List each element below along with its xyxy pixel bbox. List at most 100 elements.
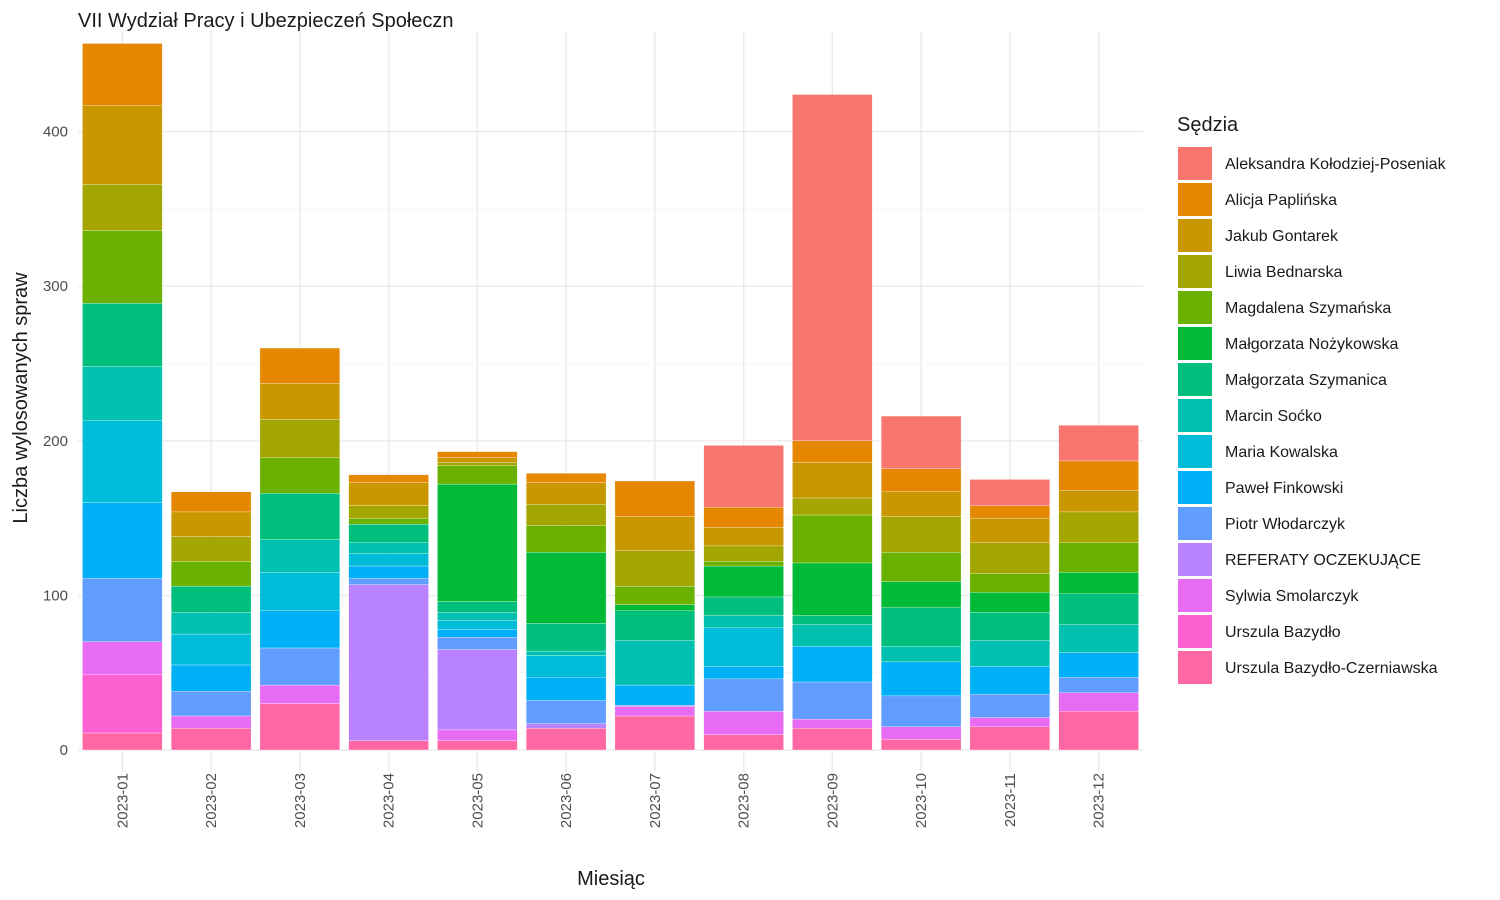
- bar-segment: [348, 578, 429, 585]
- bar-segment: [348, 542, 429, 554]
- bar-segment: [792, 681, 873, 720]
- legend-key: [1178, 651, 1212, 684]
- bar-segment: [792, 514, 873, 564]
- bar-segment: [703, 445, 784, 508]
- bar-segment: [614, 715, 695, 751]
- bar-segment: [1058, 624, 1139, 653]
- bar-segment: [1058, 460, 1139, 491]
- bar-segment: [792, 462, 873, 499]
- legend-label: Magdalena Szymańska: [1225, 300, 1391, 317]
- bar-segment: [348, 553, 429, 567]
- bar-segment: [82, 641, 163, 675]
- bar-segment: [259, 419, 340, 458]
- bar-segment: [881, 607, 962, 647]
- legend-label: Urszula Bazydło: [1225, 624, 1341, 641]
- bar-segment: [82, 578, 163, 642]
- bar-segment: [881, 581, 962, 608]
- bar-segment: [82, 502, 163, 579]
- bar-segment: [82, 420, 163, 503]
- bar-segment: [348, 474, 429, 483]
- bar-segment: [82, 303, 163, 367]
- bar-segment: [792, 440, 873, 463]
- legend-key: [1178, 219, 1212, 252]
- bar-segment: [348, 505, 429, 519]
- x-tick-label: 2023-09: [824, 773, 841, 828]
- legend-key: [1178, 327, 1212, 360]
- bar-segment: [614, 516, 695, 551]
- legend-label: Piotr Włodarczyk: [1225, 516, 1346, 533]
- bar-segment: [437, 465, 518, 485]
- legend-label: Urszula Bazydło-Czerniawska: [1225, 660, 1438, 677]
- bar-segment: [171, 491, 252, 513]
- y-tick-label: 200: [43, 433, 68, 450]
- bar-segment: [703, 545, 784, 562]
- bar-segment: [526, 473, 607, 483]
- bar-segment: [348, 740, 429, 751]
- legend-label: Małgorzata Nożykowska: [1225, 336, 1399, 353]
- bar-segment: [1058, 542, 1139, 573]
- bar-segment: [614, 550, 695, 587]
- bar-segment: [1058, 677, 1139, 693]
- legend-key: [1178, 399, 1212, 432]
- legend-key: [1178, 471, 1212, 504]
- bar-segment: [614, 705, 695, 707]
- bar-segment: [703, 627, 784, 667]
- y-tick-label: 400: [43, 124, 68, 141]
- bar-segment: [969, 666, 1050, 695]
- bar-segment: [348, 482, 429, 506]
- bar-segment: [82, 366, 163, 421]
- bar-segment: [82, 732, 163, 751]
- bar-segment: [1058, 652, 1139, 678]
- x-tick-label: 2023-07: [647, 773, 664, 828]
- bar-segment: [259, 703, 340, 751]
- bar-segment: [437, 740, 518, 751]
- bar-segment: [526, 623, 607, 652]
- bar-segment: [703, 666, 784, 680]
- bar-segment: [792, 497, 873, 516]
- bar-segment: [526, 700, 607, 724]
- legend-key: [1178, 291, 1212, 324]
- bar-segment: [437, 629, 518, 638]
- y-tick-label: 100: [43, 587, 68, 604]
- legend-key: [1178, 543, 1212, 576]
- bar-segment: [259, 610, 340, 649]
- bar-segment: [171, 691, 252, 717]
- bar-segment: [614, 604, 695, 612]
- bar-segment: [259, 347, 340, 384]
- y-axis-title: Liczba wylosowanych spraw: [10, 272, 32, 524]
- bar-segment: [348, 584, 429, 741]
- bar-segment: [881, 695, 962, 727]
- bar-segment: [703, 711, 784, 735]
- bar-segment: [1058, 572, 1139, 595]
- bar-segment: [1058, 593, 1139, 625]
- bar-segment: [259, 572, 340, 612]
- bar-segment: [792, 646, 873, 683]
- bar-segment: [969, 717, 1050, 727]
- bar-segment: [703, 596, 784, 616]
- legend-key: [1178, 255, 1212, 288]
- x-tick-label: 2023-10: [913, 773, 930, 828]
- bar-segment: [881, 661, 962, 697]
- legend-key: [1178, 147, 1212, 180]
- bar-segment: [171, 715, 252, 729]
- bar-segment: [437, 483, 518, 602]
- legend-label: Aleksandra Kołodziej-Poseniak: [1225, 156, 1447, 173]
- bar-segment: [703, 527, 784, 547]
- bar-segment: [792, 562, 873, 616]
- bar-segment: [881, 646, 962, 663]
- bar-segment: [526, 650, 607, 656]
- legend-key: [1178, 363, 1212, 396]
- bar-segment: [82, 674, 163, 734]
- bar-segment: [171, 536, 252, 562]
- bar-segment: [259, 539, 340, 573]
- bar-segment: [437, 457, 518, 463]
- bar-segment: [703, 734, 784, 751]
- bar-segment: [82, 230, 163, 304]
- bar-segment: [614, 480, 695, 517]
- bar-segment: [259, 493, 340, 540]
- bar-segment: [171, 561, 252, 587]
- bar-segment: [259, 647, 340, 686]
- bar-segment: [881, 551, 962, 582]
- bar-segment: [1058, 511, 1139, 543]
- bar-segment: [348, 517, 429, 525]
